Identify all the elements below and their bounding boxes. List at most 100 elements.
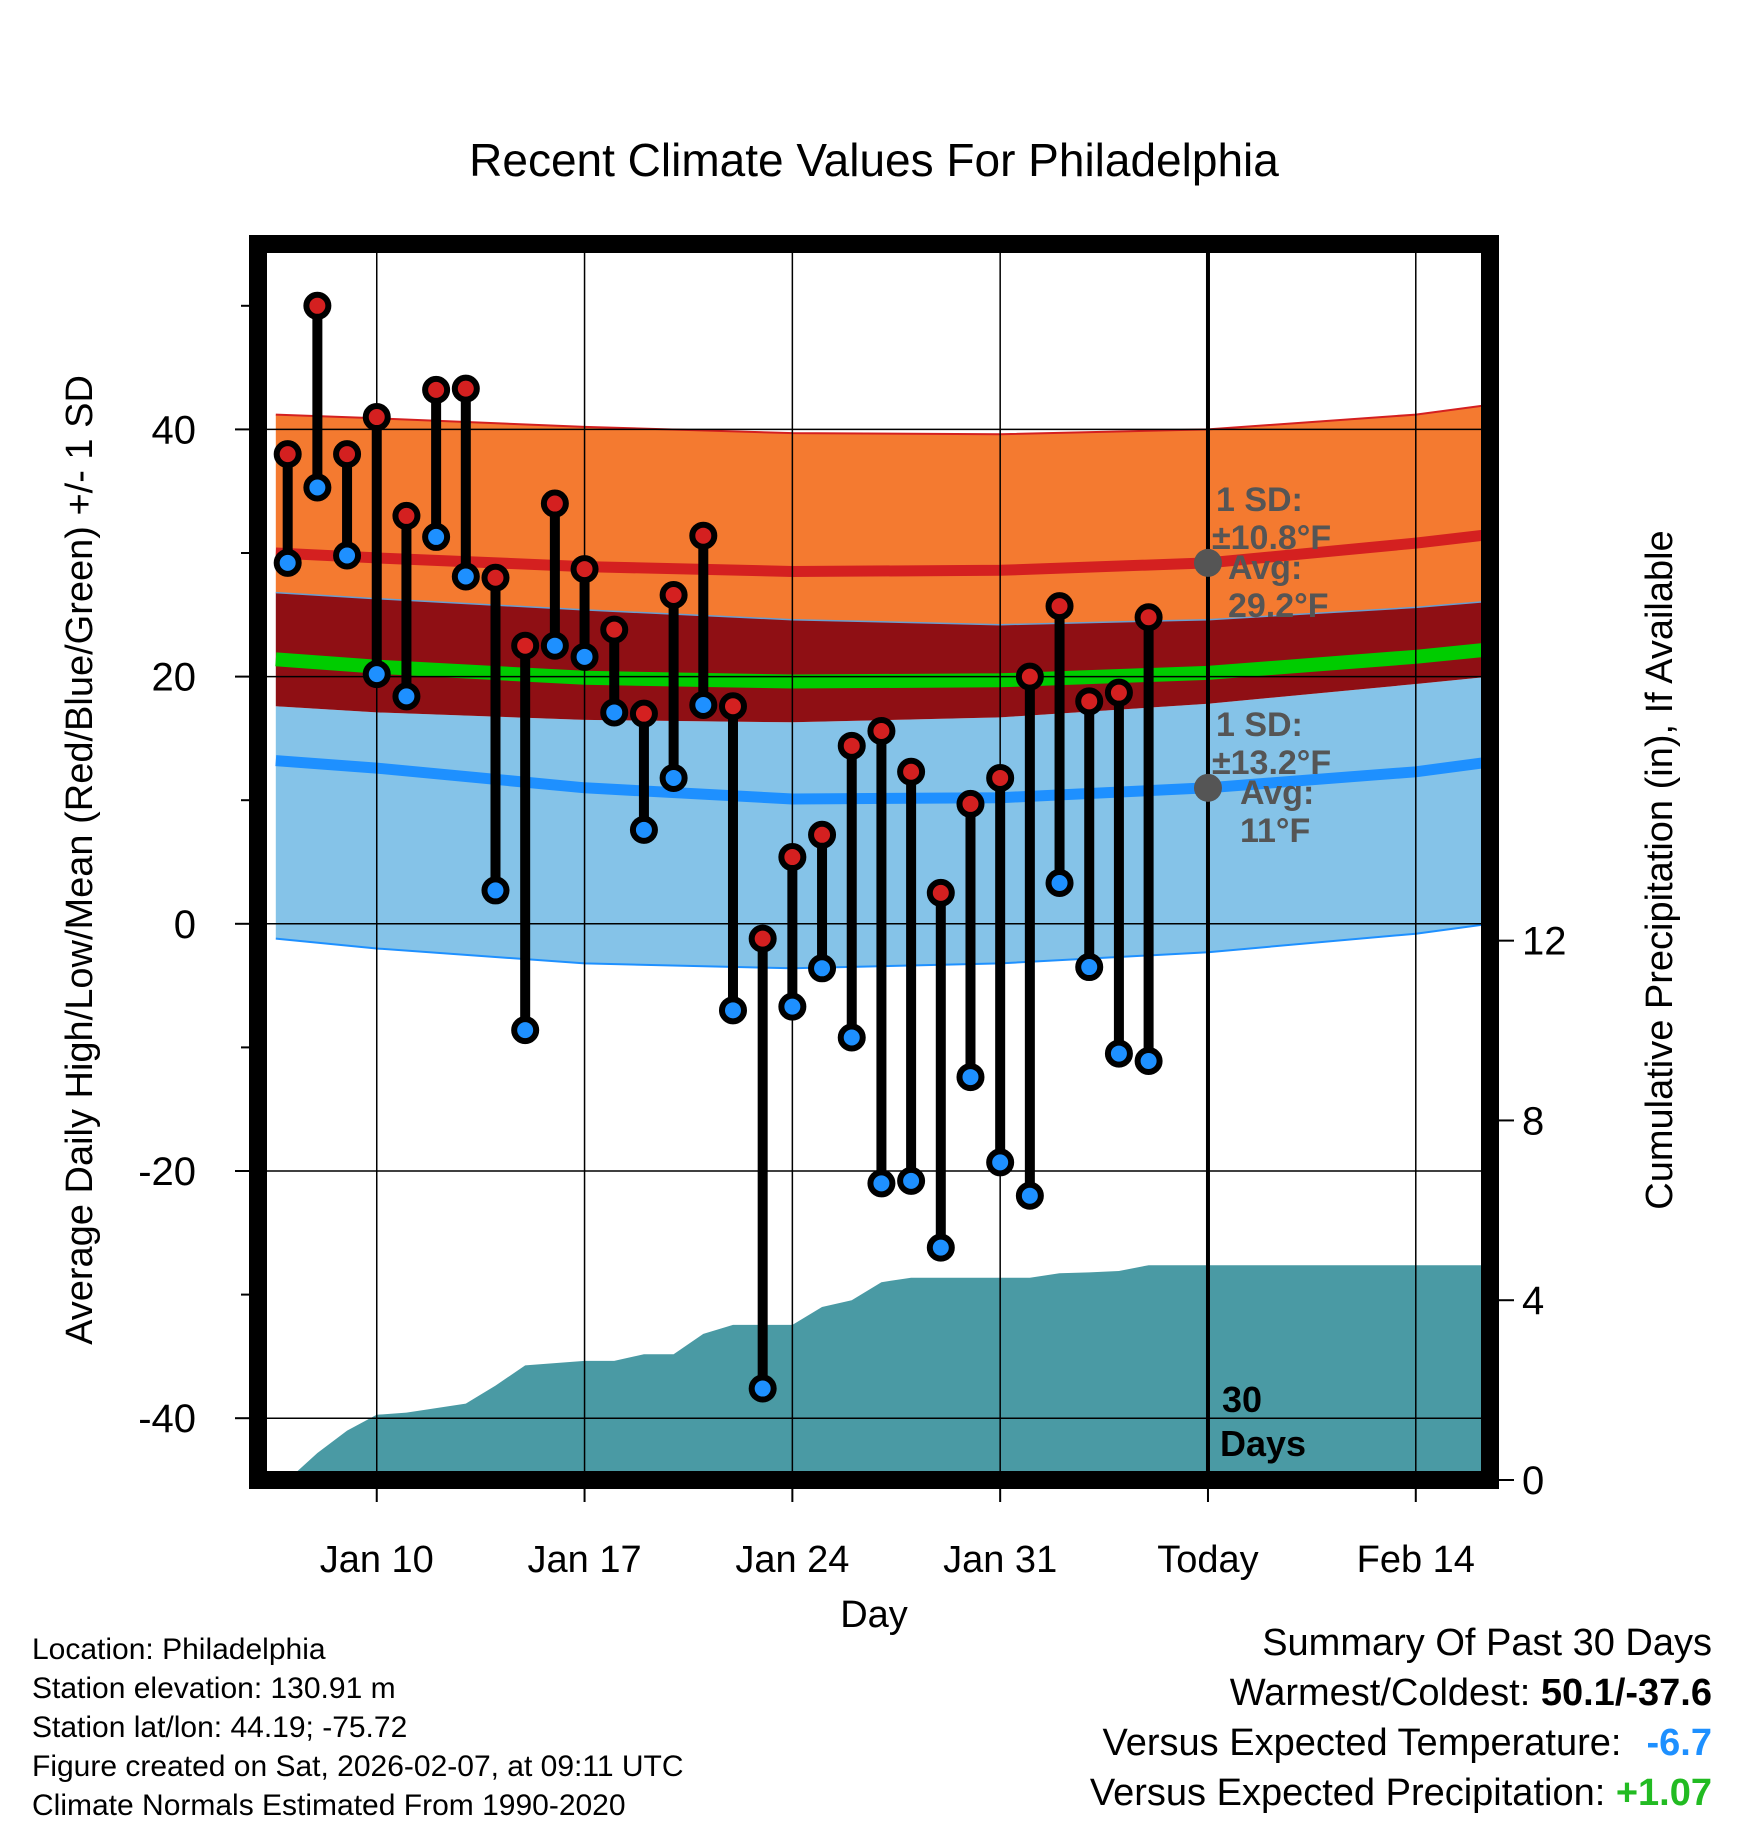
warmest-label: Warmest/Coldest: <box>1229 1672 1531 1714</box>
daily-high-point <box>540 489 569 518</box>
temp-label: Versus Expected Temperature: <box>1102 1722 1622 1764</box>
daily-low-point <box>511 1016 540 1045</box>
y2-tick-label: 0 <box>1522 1459 1544 1503</box>
info-location: Location: Philadelphia <box>32 1633 326 1666</box>
daily-high-point <box>1075 687 1104 716</box>
daily-high-point <box>748 924 777 953</box>
daily-high-point <box>1134 603 1163 632</box>
daily-low-point <box>362 660 391 689</box>
y2-tick-label: 4 <box>1522 1279 1544 1323</box>
daily-high-point <box>422 375 451 404</box>
daily-high-point <box>689 521 718 550</box>
daily-low-point <box>956 1063 985 1092</box>
daily-low-point <box>1075 953 1104 982</box>
daily-high-point <box>303 291 332 320</box>
daily-low-point <box>748 1374 777 1403</box>
daily-low-point <box>333 541 362 570</box>
daily-low-point <box>837 1023 866 1052</box>
daily-high-point <box>1045 592 1074 621</box>
warmest-value: 50.1/-37.6 <box>1540 1672 1712 1714</box>
daily-high-point <box>629 699 658 728</box>
daily-low-point <box>808 954 837 983</box>
daily-high-point <box>451 374 480 403</box>
x-tick-label: Jan 31 <box>943 1539 1057 1581</box>
daily-low-point <box>540 631 569 660</box>
y-tick-label: 20 <box>152 656 197 700</box>
high-sd-value: ±10.8°F <box>1212 519 1331 557</box>
daily-low-point <box>1045 869 1074 898</box>
y-tick-label: 40 <box>152 408 197 452</box>
daily-high-point <box>392 501 421 530</box>
low-avg-label: Avg: <box>1240 774 1314 812</box>
daily-high-point <box>808 820 837 849</box>
x-tick-label: Jan 24 <box>735 1539 849 1581</box>
days-word-label: Days <box>1220 1423 1306 1464</box>
daily-low-point <box>689 691 718 720</box>
y2-tick-label: 8 <box>1522 1099 1544 1143</box>
daily-low-point <box>273 548 302 577</box>
daily-low-point <box>778 992 807 1021</box>
high-upper-line <box>275 403 1490 436</box>
summary-temp-row: Versus Expected Temperature: -6.7 <box>1090 1718 1712 1768</box>
low-average-marker <box>1193 773 1222 802</box>
daily-low-point <box>422 522 451 551</box>
y-axis-label: Average Daily High/Low/Mean (Red/Blue/Gr… <box>59 375 101 1345</box>
daily-high-point <box>867 716 896 745</box>
daily-high-point <box>600 615 629 644</box>
daily-high-point <box>333 440 362 469</box>
daily-high-point <box>511 631 540 660</box>
daily-high-point <box>837 731 866 760</box>
summary-panel: Summary Of Past 30 Days Warmest/Coldest:… <box>1090 1618 1712 1818</box>
daily-low-point <box>481 876 510 905</box>
days-count-label: 30 <box>1222 1379 1262 1420</box>
daily-high-point <box>956 789 985 818</box>
low-sd-value: ±13.2°F <box>1212 744 1331 782</box>
daily-low-point <box>897 1166 926 1195</box>
daily-low-point <box>1104 1039 1133 1068</box>
precipitation-area <box>287 1265 1490 1480</box>
daily-low-point <box>451 562 480 591</box>
daily-low-point <box>926 1233 955 1262</box>
daily-high-point <box>659 581 688 610</box>
y-tick-label: -40 <box>138 1397 196 1441</box>
y2-tick-label: 12 <box>1522 920 1567 964</box>
daily-high-point <box>1015 662 1044 691</box>
summary-precip-row: Versus Expected Precipitation: +1.07 <box>1090 1768 1712 1818</box>
overlap-normal-band <box>275 592 1490 723</box>
precip-value: +1.07 <box>1615 1772 1712 1814</box>
plot-frame <box>249 235 1499 1489</box>
daily-low-point <box>392 682 421 711</box>
chart-title: Recent Climate Values For Philadelphia <box>469 134 1279 186</box>
x-tick-label: Jan 10 <box>320 1539 434 1581</box>
daily-low-point <box>303 473 332 502</box>
low-average-line <box>275 755 1490 805</box>
y-tick-label: 0 <box>174 903 196 947</box>
y2-axis-label: Cumulative Precipitation (in), If Availa… <box>1639 530 1681 1209</box>
x-axis-label: Day <box>840 1594 908 1636</box>
daily-low-point <box>986 1148 1015 1177</box>
info-elevation: Station elevation: 130.91 m <box>32 1672 396 1705</box>
daily-high-point <box>273 440 302 469</box>
daily-high-point <box>897 757 926 786</box>
high-average-marker <box>1193 548 1222 577</box>
daily-low-point <box>867 1169 896 1198</box>
daily-low-point <box>718 996 747 1025</box>
x-tick-label: Jan 17 <box>528 1539 642 1581</box>
daily-low-point <box>659 763 688 792</box>
daily-low-point <box>1134 1046 1163 1075</box>
y-tick-label: -20 <box>138 1150 196 1194</box>
summary-title: Summary Of Past 30 Days <box>1262 1622 1712 1664</box>
high-sd-label: 1 SD: <box>1216 481 1303 519</box>
daily-low-point <box>629 815 658 844</box>
x-tick-label: Today <box>1157 1539 1258 1581</box>
high-avg-label: Avg: <box>1228 549 1302 587</box>
daily-high-point <box>718 692 747 721</box>
daily-high-point <box>778 843 807 872</box>
daily-high-point <box>1104 678 1133 707</box>
daily-high-point <box>926 878 955 907</box>
daily-high-point <box>362 403 391 432</box>
daily-low-point <box>600 698 629 727</box>
daily-low-point <box>1015 1181 1044 1210</box>
temp-value: -6.7 <box>1646 1722 1712 1764</box>
